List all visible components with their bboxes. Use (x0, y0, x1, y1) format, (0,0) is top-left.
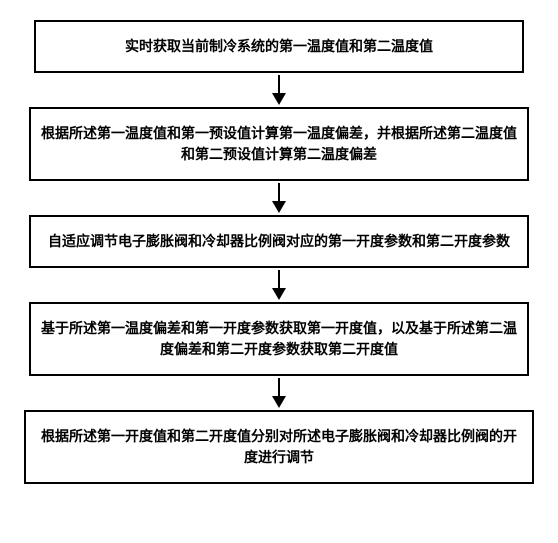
flow-arrow-1 (272, 75, 286, 105)
flow-node-1: 实时获取当前制冷系统的第一温度值和第二温度值 (34, 20, 524, 73)
flowchart-container: 实时获取当前制冷系统的第一温度值和第二温度值 根据所述第一温度值和第一预设值计算… (0, 20, 558, 484)
flow-node-5-text: 根据所述第一开度值和第二开度值分别对所述电子膨胀阀和冷却器比例阀的开度进行调节 (36, 426, 522, 468)
arrow-head-icon (272, 396, 286, 408)
arrow-line-icon (278, 183, 280, 201)
flow-node-3-text: 自适应调节电子膨胀阀和冷却器比例阀对应的第一开度参数和第二开度参数 (48, 231, 510, 252)
flow-node-4: 基于所述第一温度偏差和第一开度参数获取第一开度值，以及基于所述第二温度偏差和第二… (29, 302, 529, 376)
flow-node-4-text: 基于所述第一温度偏差和第一开度参数获取第一开度值，以及基于所述第二温度偏差和第二… (41, 318, 517, 360)
flow-arrow-3 (272, 270, 286, 300)
flow-node-1-text: 实时获取当前制冷系统的第一温度值和第二温度值 (125, 36, 433, 57)
arrow-head-icon (272, 288, 286, 300)
flow-node-5: 根据所述第一开度值和第二开度值分别对所述电子膨胀阀和冷却器比例阀的开度进行调节 (24, 410, 534, 484)
flow-node-2-text: 根据所述第一温度值和第一预设值计算第一温度偏差，并根据所述第二温度值和第二预设值… (41, 123, 517, 165)
arrow-head-icon (272, 93, 286, 105)
arrow-head-icon (272, 201, 286, 213)
arrow-line-icon (278, 75, 280, 93)
arrow-line-icon (278, 270, 280, 288)
flow-arrow-2 (272, 183, 286, 213)
arrow-line-icon (278, 378, 280, 396)
flow-node-2: 根据所述第一温度值和第一预设值计算第一温度偏差，并根据所述第二温度值和第二预设值… (29, 107, 529, 181)
flow-arrow-4 (272, 378, 286, 408)
flow-node-3: 自适应调节电子膨胀阀和冷却器比例阀对应的第一开度参数和第二开度参数 (29, 215, 529, 268)
